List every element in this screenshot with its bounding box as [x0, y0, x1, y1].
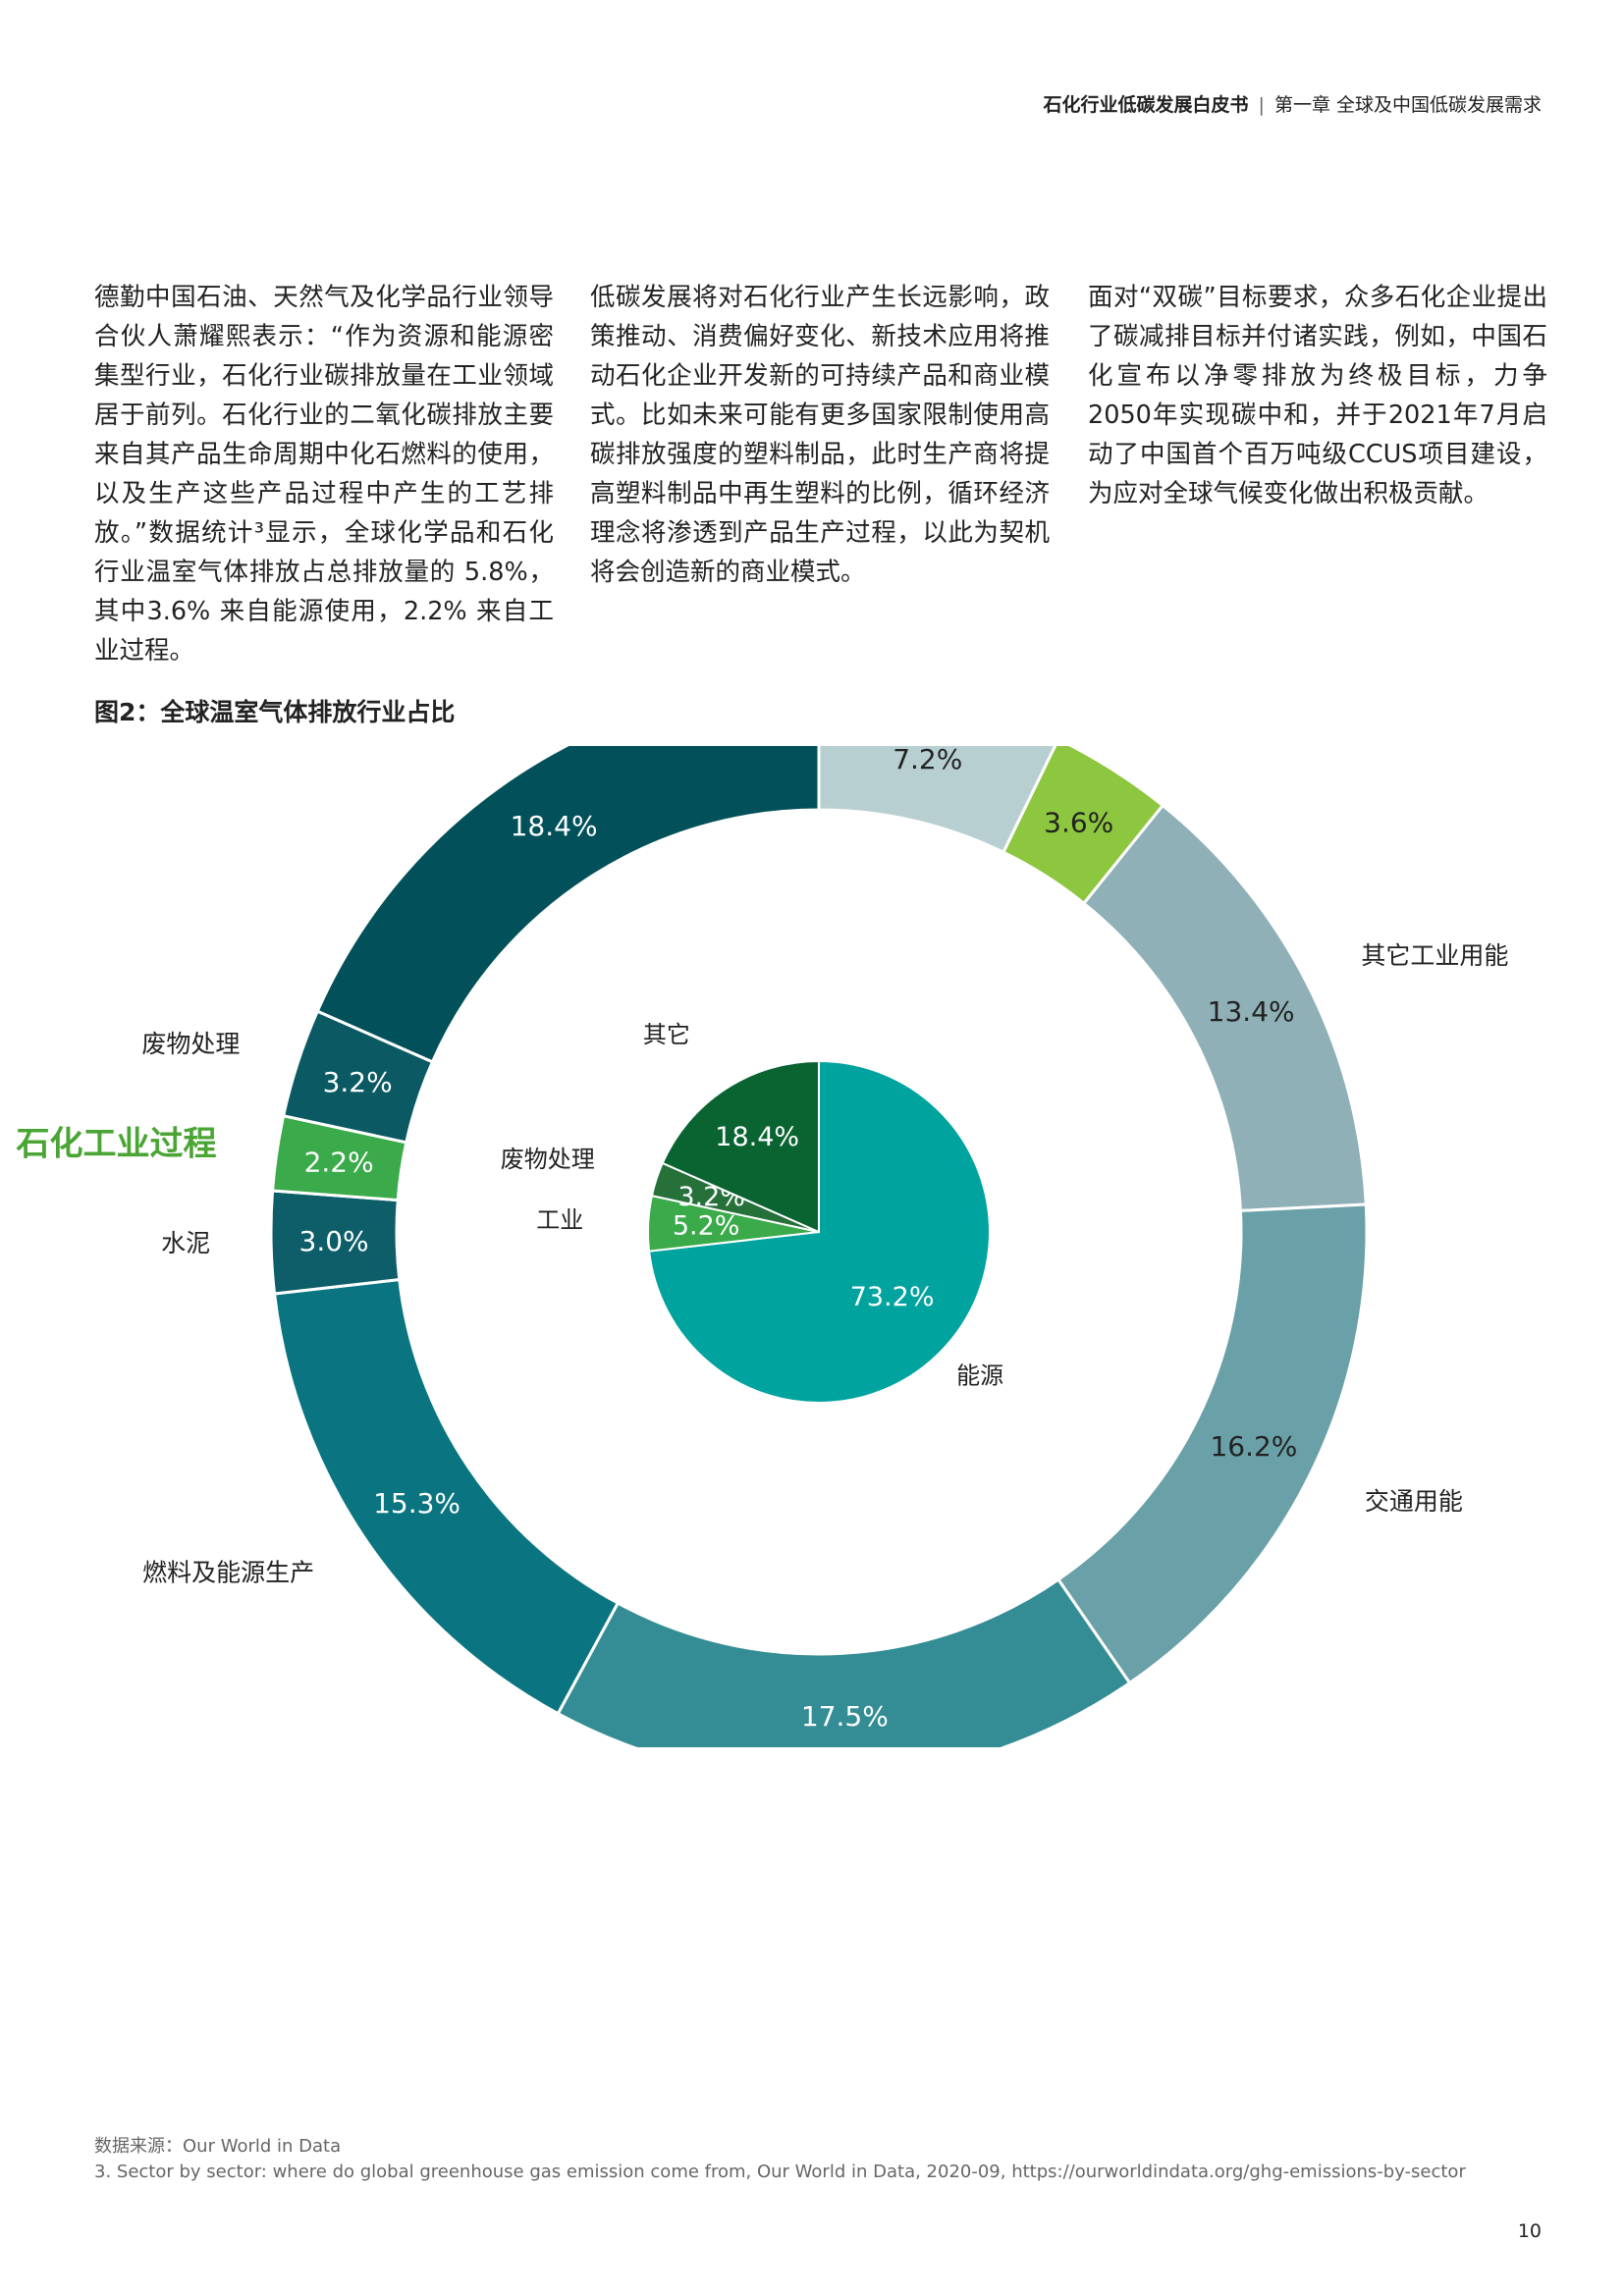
inner-category-label-4: 其它: [643, 1021, 690, 1048]
footnote: 3. Sector by sector: where do global gre…: [94, 2162, 1466, 2182]
outer-value-label-6: 15.3%: [373, 1487, 460, 1520]
outer-value-label-8: 2.2%: [304, 1146, 374, 1178]
outer-value-label-7: 3.0%: [299, 1225, 369, 1257]
data-source: 数据来源：Our World in Data: [94, 2136, 342, 2157]
body-column-2: 低碳发展将对石化行业产生长远影响，政策推动、消费偏好变化、新技术应用将推动石化企…: [590, 283, 1050, 587]
outer-ring-slice-10: [315, 746, 821, 1064]
inner-pie-slice-4: [661, 1059, 820, 1234]
outer-value-label-5: 17.5%: [801, 1700, 889, 1733]
header-chapter: 第一章 全球及中国低碳发展需求: [1273, 94, 1542, 116]
outer-value-label-3: 13.4%: [1208, 995, 1295, 1028]
body-column-1: 德勤中国石油、天然气及化学品行业领导合伙人萧耀熙表示：“作为资源和能源密集型行业…: [94, 283, 554, 666]
inner-value-label-4: 18.4%: [715, 1122, 799, 1152]
outer-value-label-10: 18.4%: [511, 810, 598, 842]
outer-category-label-3: 其它工业用能: [1361, 941, 1508, 970]
body-column-3: 面对“双碳”目标要求，众多石化企业提出了碳减排目标并付诸实践，例如，中国石化宣布…: [1088, 283, 1547, 508]
outer-category-label-7: 水泥: [161, 1229, 210, 1257]
outer-category-label-9: 废物处理: [141, 1030, 240, 1058]
outer-category-label-4: 交通用能: [1365, 1487, 1463, 1516]
inner-category-label-3: 废物处理: [501, 1146, 595, 1173]
header-separator: |: [1258, 94, 1265, 116]
inner-category-label-1: 能源: [956, 1362, 1003, 1390]
outer-category-label-8: 石化工业过程: [15, 1125, 216, 1164]
outer-value-label-4: 16.2%: [1210, 1430, 1297, 1463]
inner-value-label-2: 5.2%: [673, 1211, 740, 1242]
page-header: 石化行业低碳发展白皮书 | 第一章 全球及中国低碳发展需求: [1044, 90, 1542, 117]
figure-title: 图2：全球温室气体排放行业占比: [94, 698, 456, 726]
outer-value-label-2: 3.6%: [1044, 806, 1113, 838]
emissions-donut-chart: 7.2%钢铁用能3.6%石化能源使用13.4%其它工业用能16.2%交通用能17…: [15, 746, 1508, 1747]
outer-value-label-1: 7.2%: [893, 746, 962, 775]
header-title: 石化行业低碳发展白皮书: [1043, 94, 1249, 116]
page-number: 10: [1517, 2220, 1542, 2242]
inner-value-label-1: 73.2%: [850, 1282, 935, 1312]
inner-category-label-2: 工业: [536, 1206, 583, 1234]
outer-category-label-6: 燃料及能源生产: [142, 1558, 314, 1586]
outer-value-label-9: 3.2%: [323, 1066, 393, 1098]
